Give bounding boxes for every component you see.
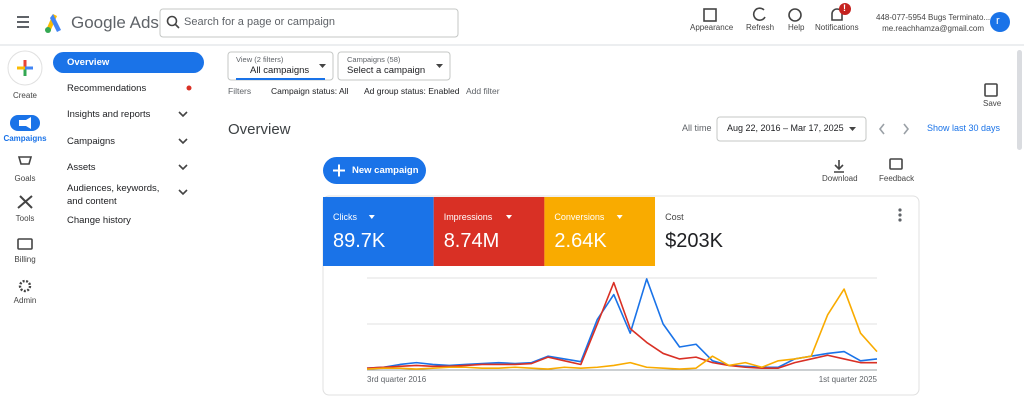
next-arrow[interactable] bbox=[903, 123, 910, 135]
rail-label[interactable]: Billing bbox=[14, 255, 36, 264]
avatar[interactable] bbox=[990, 12, 1010, 32]
metric-tile[interactable] bbox=[323, 197, 434, 266]
filter-chip[interactable]: Ad group status: Enabled bbox=[364, 86, 460, 96]
series-line bbox=[366, 278, 878, 369]
search-box[interactable] bbox=[159, 8, 459, 38]
overview-nav-pill[interactable] bbox=[53, 52, 204, 73]
view-label: View (2 filters) bbox=[236, 55, 284, 64]
x-axis-label: 3rd quarter 2016 bbox=[367, 375, 427, 384]
metric-label[interactable]: Cost bbox=[665, 212, 684, 222]
scrollbar bbox=[1017, 50, 1022, 150]
show-last-30-days[interactable]: Show last 30 days bbox=[927, 123, 1001, 133]
filter-chip[interactable]: Campaign status: All bbox=[271, 86, 349, 96]
nav-item[interactable]: Overview bbox=[67, 57, 110, 68]
metric-value: 8.74M bbox=[443, 230, 500, 252]
campaigns-icon bbox=[19, 117, 31, 129]
rail-label[interactable]: Tools bbox=[15, 214, 35, 223]
rail-label[interactable]: Admin bbox=[13, 296, 37, 305]
header-action-label[interactable]: Refresh bbox=[746, 23, 775, 32]
download-label[interactable]: Download bbox=[822, 174, 858, 183]
nav-item[interactable]: Assets bbox=[67, 162, 96, 173]
account-name: 448-077-5954 Bugs Terminato... bbox=[876, 13, 991, 22]
header-action-label[interactable]: Appearance bbox=[690, 23, 734, 32]
nav-item[interactable]: Insights and reports bbox=[67, 109, 151, 120]
campaign-select[interactable] bbox=[337, 51, 451, 81]
menu-icon[interactable] bbox=[17, 16, 29, 28]
add-filter[interactable]: Add filter bbox=[466, 86, 500, 96]
account-email: me.reachhamza@gmail.com bbox=[882, 24, 984, 33]
help-icon[interactable] bbox=[788, 8, 802, 22]
refresh-icon[interactable] bbox=[752, 7, 766, 21]
series-line bbox=[366, 288, 878, 370]
date-range-select[interactable] bbox=[716, 116, 867, 142]
metric-label[interactable]: Impressions bbox=[443, 212, 493, 222]
metric-value: 89.7K bbox=[333, 230, 386, 252]
series-line bbox=[366, 281, 877, 369]
prev-arrow[interactable] bbox=[878, 123, 885, 135]
campaign-caret bbox=[436, 64, 443, 68]
download-icon[interactable] bbox=[834, 160, 844, 173]
metric-caret bbox=[368, 215, 375, 219]
header-action-label[interactable]: Notifications bbox=[815, 23, 859, 32]
billing-icon[interactable] bbox=[17, 238, 33, 250]
avatar-initial[interactable]: r bbox=[996, 15, 1000, 27]
rail-label[interactable]: Create bbox=[12, 91, 37, 100]
feedback-label[interactable]: Feedback bbox=[879, 174, 915, 183]
nav-item[interactable]: Audiences, keywords, and content bbox=[67, 183, 160, 207]
campaign-label: Campaigns (58) bbox=[347, 55, 401, 64]
logo bbox=[45, 14, 61, 33]
product-name: Google Ads bbox=[71, 13, 159, 32]
search-icon bbox=[166, 15, 178, 27]
admin-icon[interactable] bbox=[18, 279, 32, 293]
header-action-label[interactable]: Help bbox=[788, 23, 805, 32]
nav-item[interactable]: Change history bbox=[67, 215, 131, 226]
metric-tile[interactable] bbox=[544, 197, 656, 266]
save-label[interactable]: Save bbox=[983, 99, 1002, 108]
plus-icon bbox=[333, 164, 345, 177]
appearance-icon[interactable] bbox=[703, 8, 717, 22]
campaign-value[interactable]: Select a campaign bbox=[347, 65, 426, 76]
more-menu[interactable] bbox=[898, 208, 902, 222]
nav-item[interactable]: Recommendations bbox=[67, 83, 147, 94]
notification-badge bbox=[839, 3, 851, 15]
metric-tile[interactable] bbox=[655, 197, 766, 266]
notification-badge-text: ! bbox=[843, 3, 846, 13]
save-icon[interactable] bbox=[984, 83, 998, 97]
view-value[interactable]: All campaigns bbox=[250, 65, 310, 76]
metric-caret bbox=[616, 215, 623, 219]
new-campaign-button[interactable] bbox=[323, 157, 426, 184]
recommendations-dot bbox=[186, 85, 192, 91]
nav-chevrons bbox=[178, 111, 188, 196]
goals-icon[interactable] bbox=[17, 156, 33, 165]
metric-tile[interactable] bbox=[433, 197, 545, 266]
metric-label[interactable]: Clicks bbox=[333, 212, 357, 222]
rail-label[interactable]: Campaigns bbox=[3, 134, 47, 143]
feedback-icon[interactable] bbox=[889, 158, 903, 170]
range-label: All time bbox=[682, 123, 712, 133]
date-caret bbox=[849, 127, 856, 131]
metric-label[interactable]: Conversions bbox=[554, 212, 605, 222]
date-range[interactable]: Aug 22, 2016 – Mar 17, 2025 bbox=[727, 123, 844, 133]
filters-label: Filters bbox=[228, 86, 252, 96]
metric-value: 2.64K bbox=[554, 230, 607, 252]
rail-label[interactable]: Goals bbox=[14, 174, 36, 183]
search-icon-handle bbox=[174, 23, 180, 29]
nav-item[interactable]: Campaigns bbox=[67, 136, 116, 147]
search-placeholder[interactable]: Search for a page or campaign bbox=[184, 16, 336, 28]
overview-title: Overview bbox=[228, 121, 291, 138]
view-caret bbox=[319, 64, 326, 68]
x-axis-label: 1st quarter 2025 bbox=[818, 375, 877, 384]
metric-value: $203K bbox=[665, 230, 723, 252]
new-campaign-label[interactable]: New campaign bbox=[352, 165, 419, 176]
tools-icon[interactable] bbox=[17, 195, 33, 209]
metric-caret bbox=[506, 215, 512, 219]
